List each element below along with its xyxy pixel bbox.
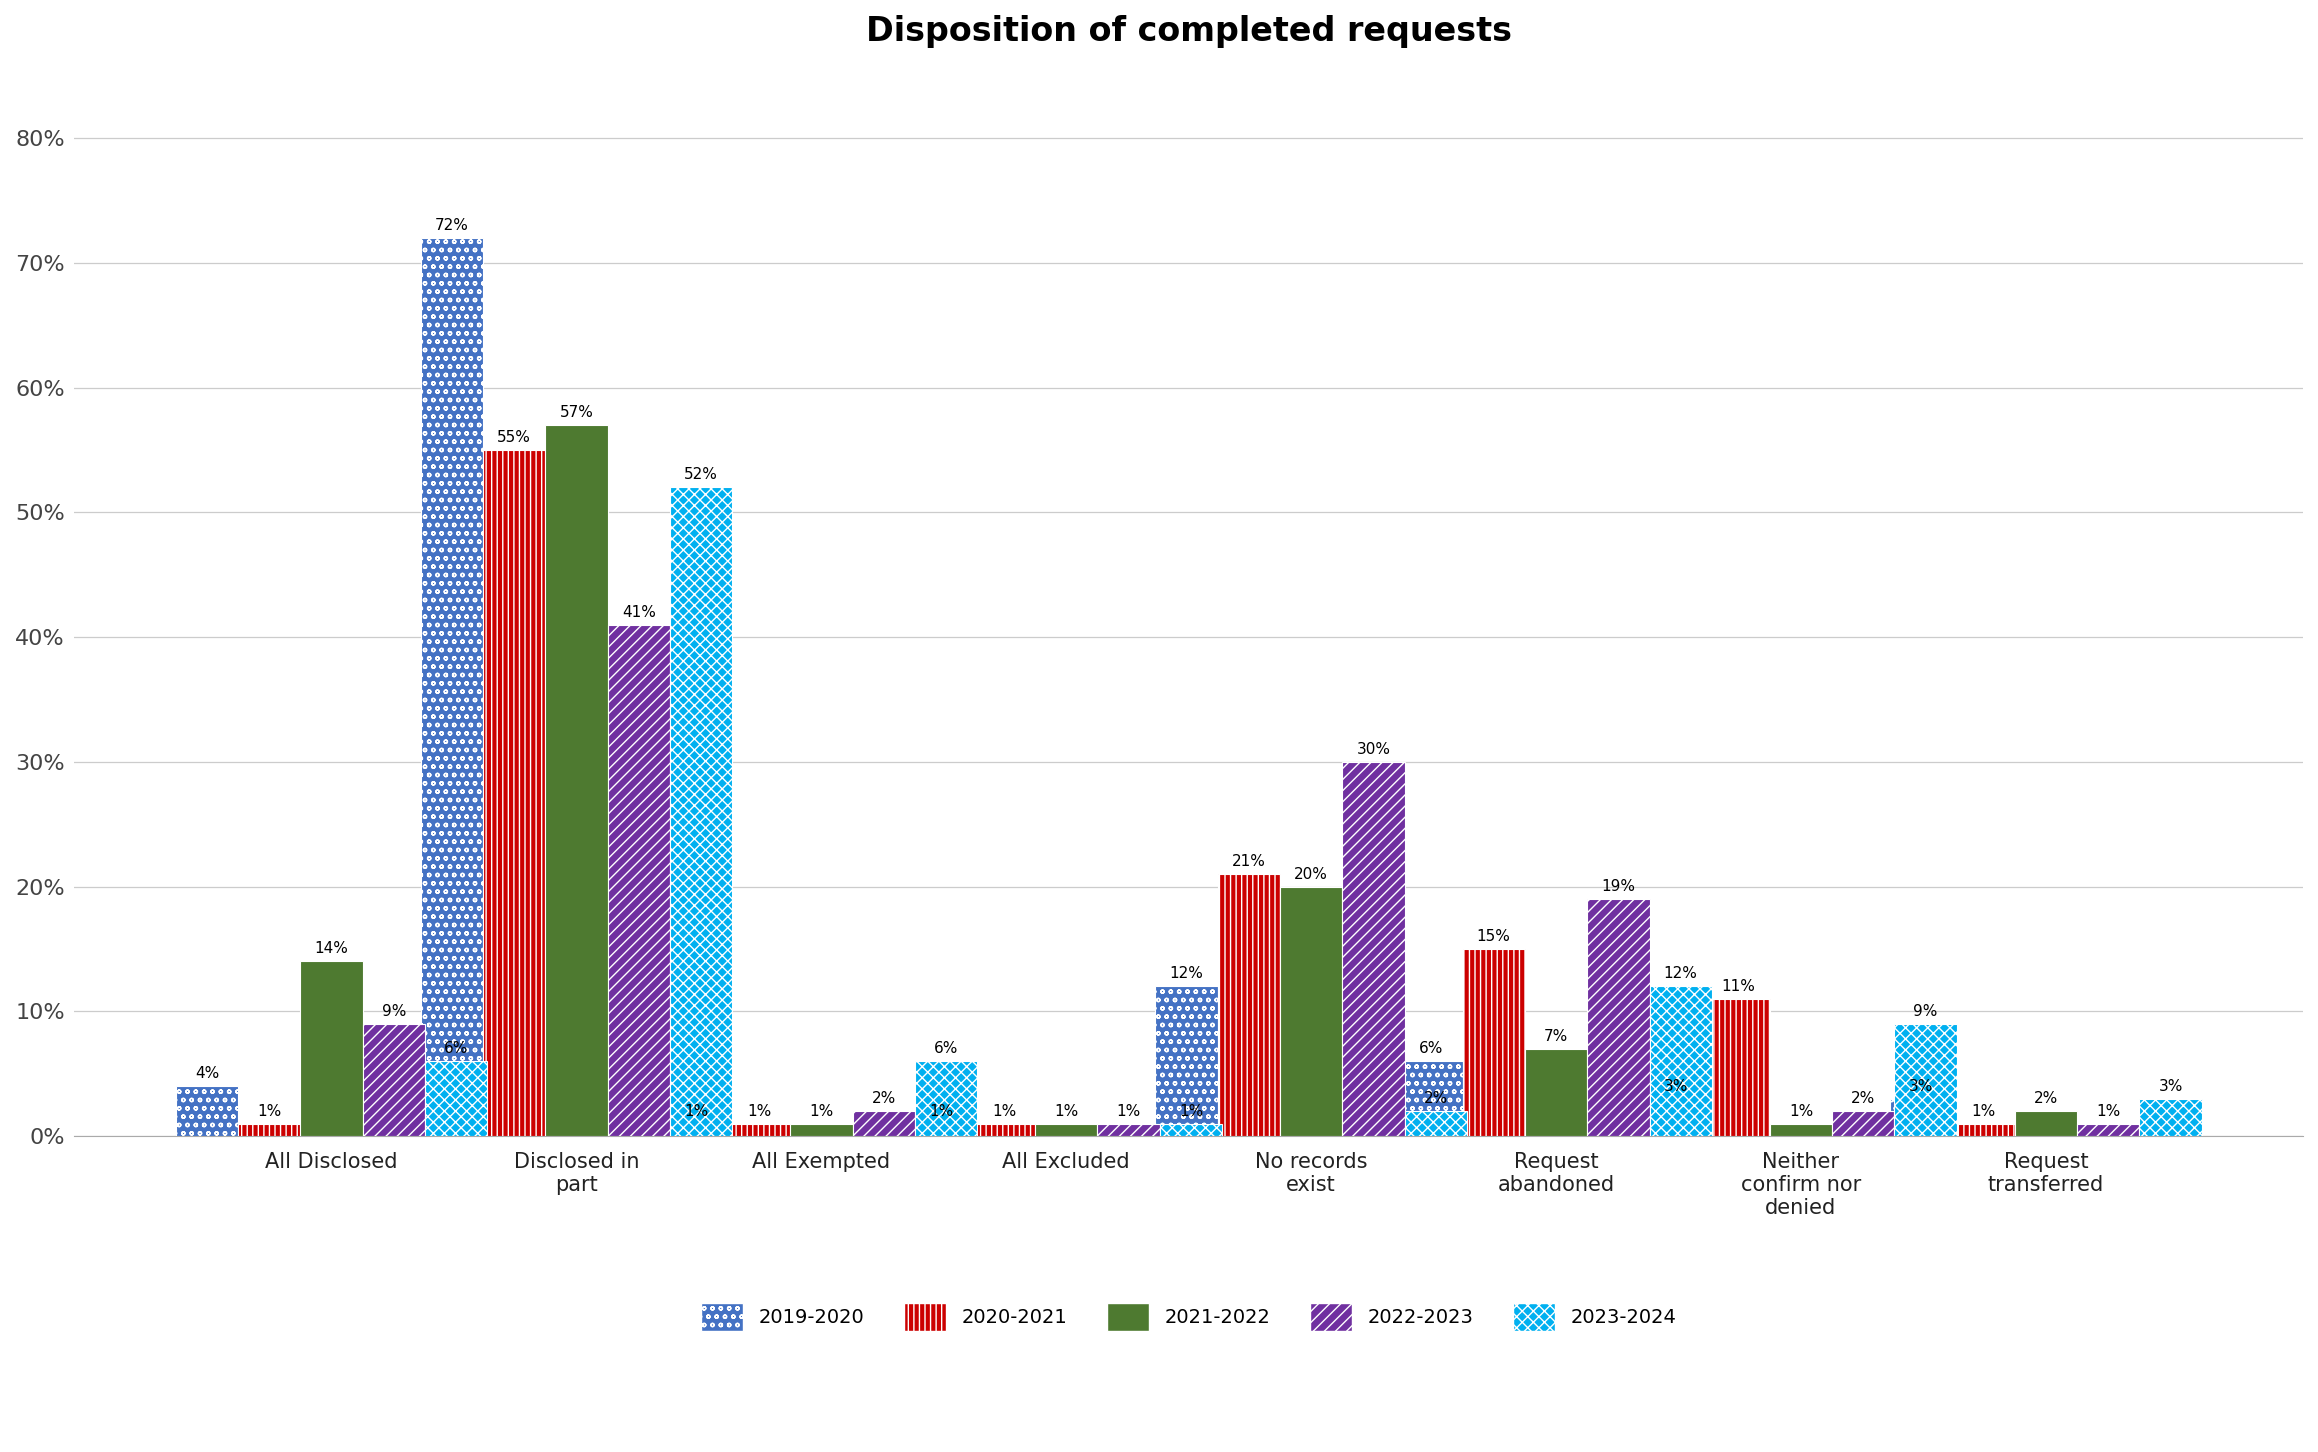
Text: 1%: 1%: [1180, 1104, 1203, 1118]
Text: 55%: 55%: [498, 430, 531, 444]
Bar: [1036, 1124, 1096, 1135]
Text: 1%: 1%: [257, 1104, 280, 1118]
Bar: [1154, 986, 1217, 1135]
Bar: [424, 1061, 487, 1135]
Bar: [2014, 1111, 2077, 1135]
Text: 1%: 1%: [930, 1104, 953, 1118]
Text: 7%: 7%: [1544, 1028, 1569, 1044]
Text: 3%: 3%: [2158, 1079, 2184, 1093]
Text: 9%: 9%: [382, 1003, 406, 1019]
Bar: [1342, 762, 1405, 1135]
Bar: [1831, 1111, 1894, 1135]
Text: 2%: 2%: [2033, 1090, 2058, 1106]
Text: 1%: 1%: [1117, 1104, 1140, 1118]
Text: 1%: 1%: [1970, 1104, 1996, 1118]
Bar: [1400, 1061, 1463, 1135]
Text: 72%: 72%: [436, 218, 468, 232]
Bar: [1650, 986, 1713, 1135]
Bar: [1159, 1124, 1222, 1135]
Text: 9%: 9%: [1912, 1003, 1938, 1019]
Text: 2%: 2%: [1423, 1090, 1449, 1106]
Bar: [1217, 874, 1280, 1135]
Bar: [1646, 1099, 1708, 1135]
Bar: [1952, 1124, 2014, 1135]
Bar: [364, 1024, 424, 1135]
Text: 11%: 11%: [1722, 979, 1755, 993]
Legend: 2019-2020, 2020-2021, 2021-2022, 2022-2023, 2023-2024: 2019-2020, 2020-2021, 2021-2022, 2022-20…: [693, 1295, 1685, 1339]
Bar: [607, 624, 670, 1135]
Text: 21%: 21%: [1231, 854, 1266, 870]
Text: 1%: 1%: [746, 1104, 772, 1118]
Bar: [545, 425, 607, 1135]
Text: 1%: 1%: [992, 1104, 1015, 1118]
Bar: [670, 488, 732, 1135]
Text: 12%: 12%: [1664, 967, 1697, 982]
Text: 6%: 6%: [1419, 1041, 1444, 1056]
Text: 4%: 4%: [195, 1066, 220, 1082]
Bar: [853, 1111, 916, 1135]
Bar: [420, 238, 482, 1135]
Text: 1%: 1%: [2095, 1104, 2121, 1118]
Bar: [1463, 950, 1525, 1135]
Text: 41%: 41%: [621, 604, 656, 620]
Bar: [916, 1061, 978, 1135]
Bar: [2077, 1124, 2140, 1135]
Bar: [176, 1086, 239, 1135]
Text: 19%: 19%: [1602, 878, 1637, 894]
Bar: [1405, 1111, 1467, 1135]
Text: 2%: 2%: [872, 1090, 895, 1106]
Text: 52%: 52%: [684, 468, 719, 482]
Text: 6%: 6%: [934, 1041, 957, 1056]
Bar: [911, 1124, 974, 1135]
Bar: [239, 1124, 301, 1135]
Text: 20%: 20%: [1293, 867, 1328, 881]
Bar: [1771, 1124, 1831, 1135]
Bar: [1525, 1048, 1588, 1135]
Text: 1%: 1%: [684, 1104, 709, 1118]
Bar: [1894, 1024, 1956, 1135]
Text: 30%: 30%: [1356, 742, 1391, 756]
Text: 1%: 1%: [1789, 1104, 1813, 1118]
Text: 15%: 15%: [1477, 929, 1511, 944]
Bar: [1280, 887, 1342, 1135]
Bar: [482, 450, 545, 1135]
Text: 1%: 1%: [809, 1104, 834, 1118]
Bar: [1588, 899, 1650, 1135]
Bar: [790, 1124, 853, 1135]
Text: 3%: 3%: [1910, 1079, 1933, 1093]
Bar: [1708, 999, 1771, 1135]
Bar: [728, 1124, 790, 1135]
Bar: [301, 961, 364, 1135]
Text: 6%: 6%: [445, 1041, 468, 1056]
Bar: [2140, 1099, 2202, 1135]
Text: 2%: 2%: [1852, 1090, 1875, 1106]
Text: 1%: 1%: [1055, 1104, 1078, 1118]
Bar: [1096, 1124, 1159, 1135]
Text: 3%: 3%: [1664, 1079, 1688, 1093]
Text: 14%: 14%: [315, 941, 348, 957]
Bar: [665, 1124, 728, 1135]
Bar: [1889, 1099, 1952, 1135]
Text: 12%: 12%: [1171, 967, 1203, 982]
Bar: [974, 1124, 1036, 1135]
Title: Disposition of completed requests: Disposition of completed requests: [865, 15, 1511, 48]
Text: 57%: 57%: [559, 405, 593, 420]
